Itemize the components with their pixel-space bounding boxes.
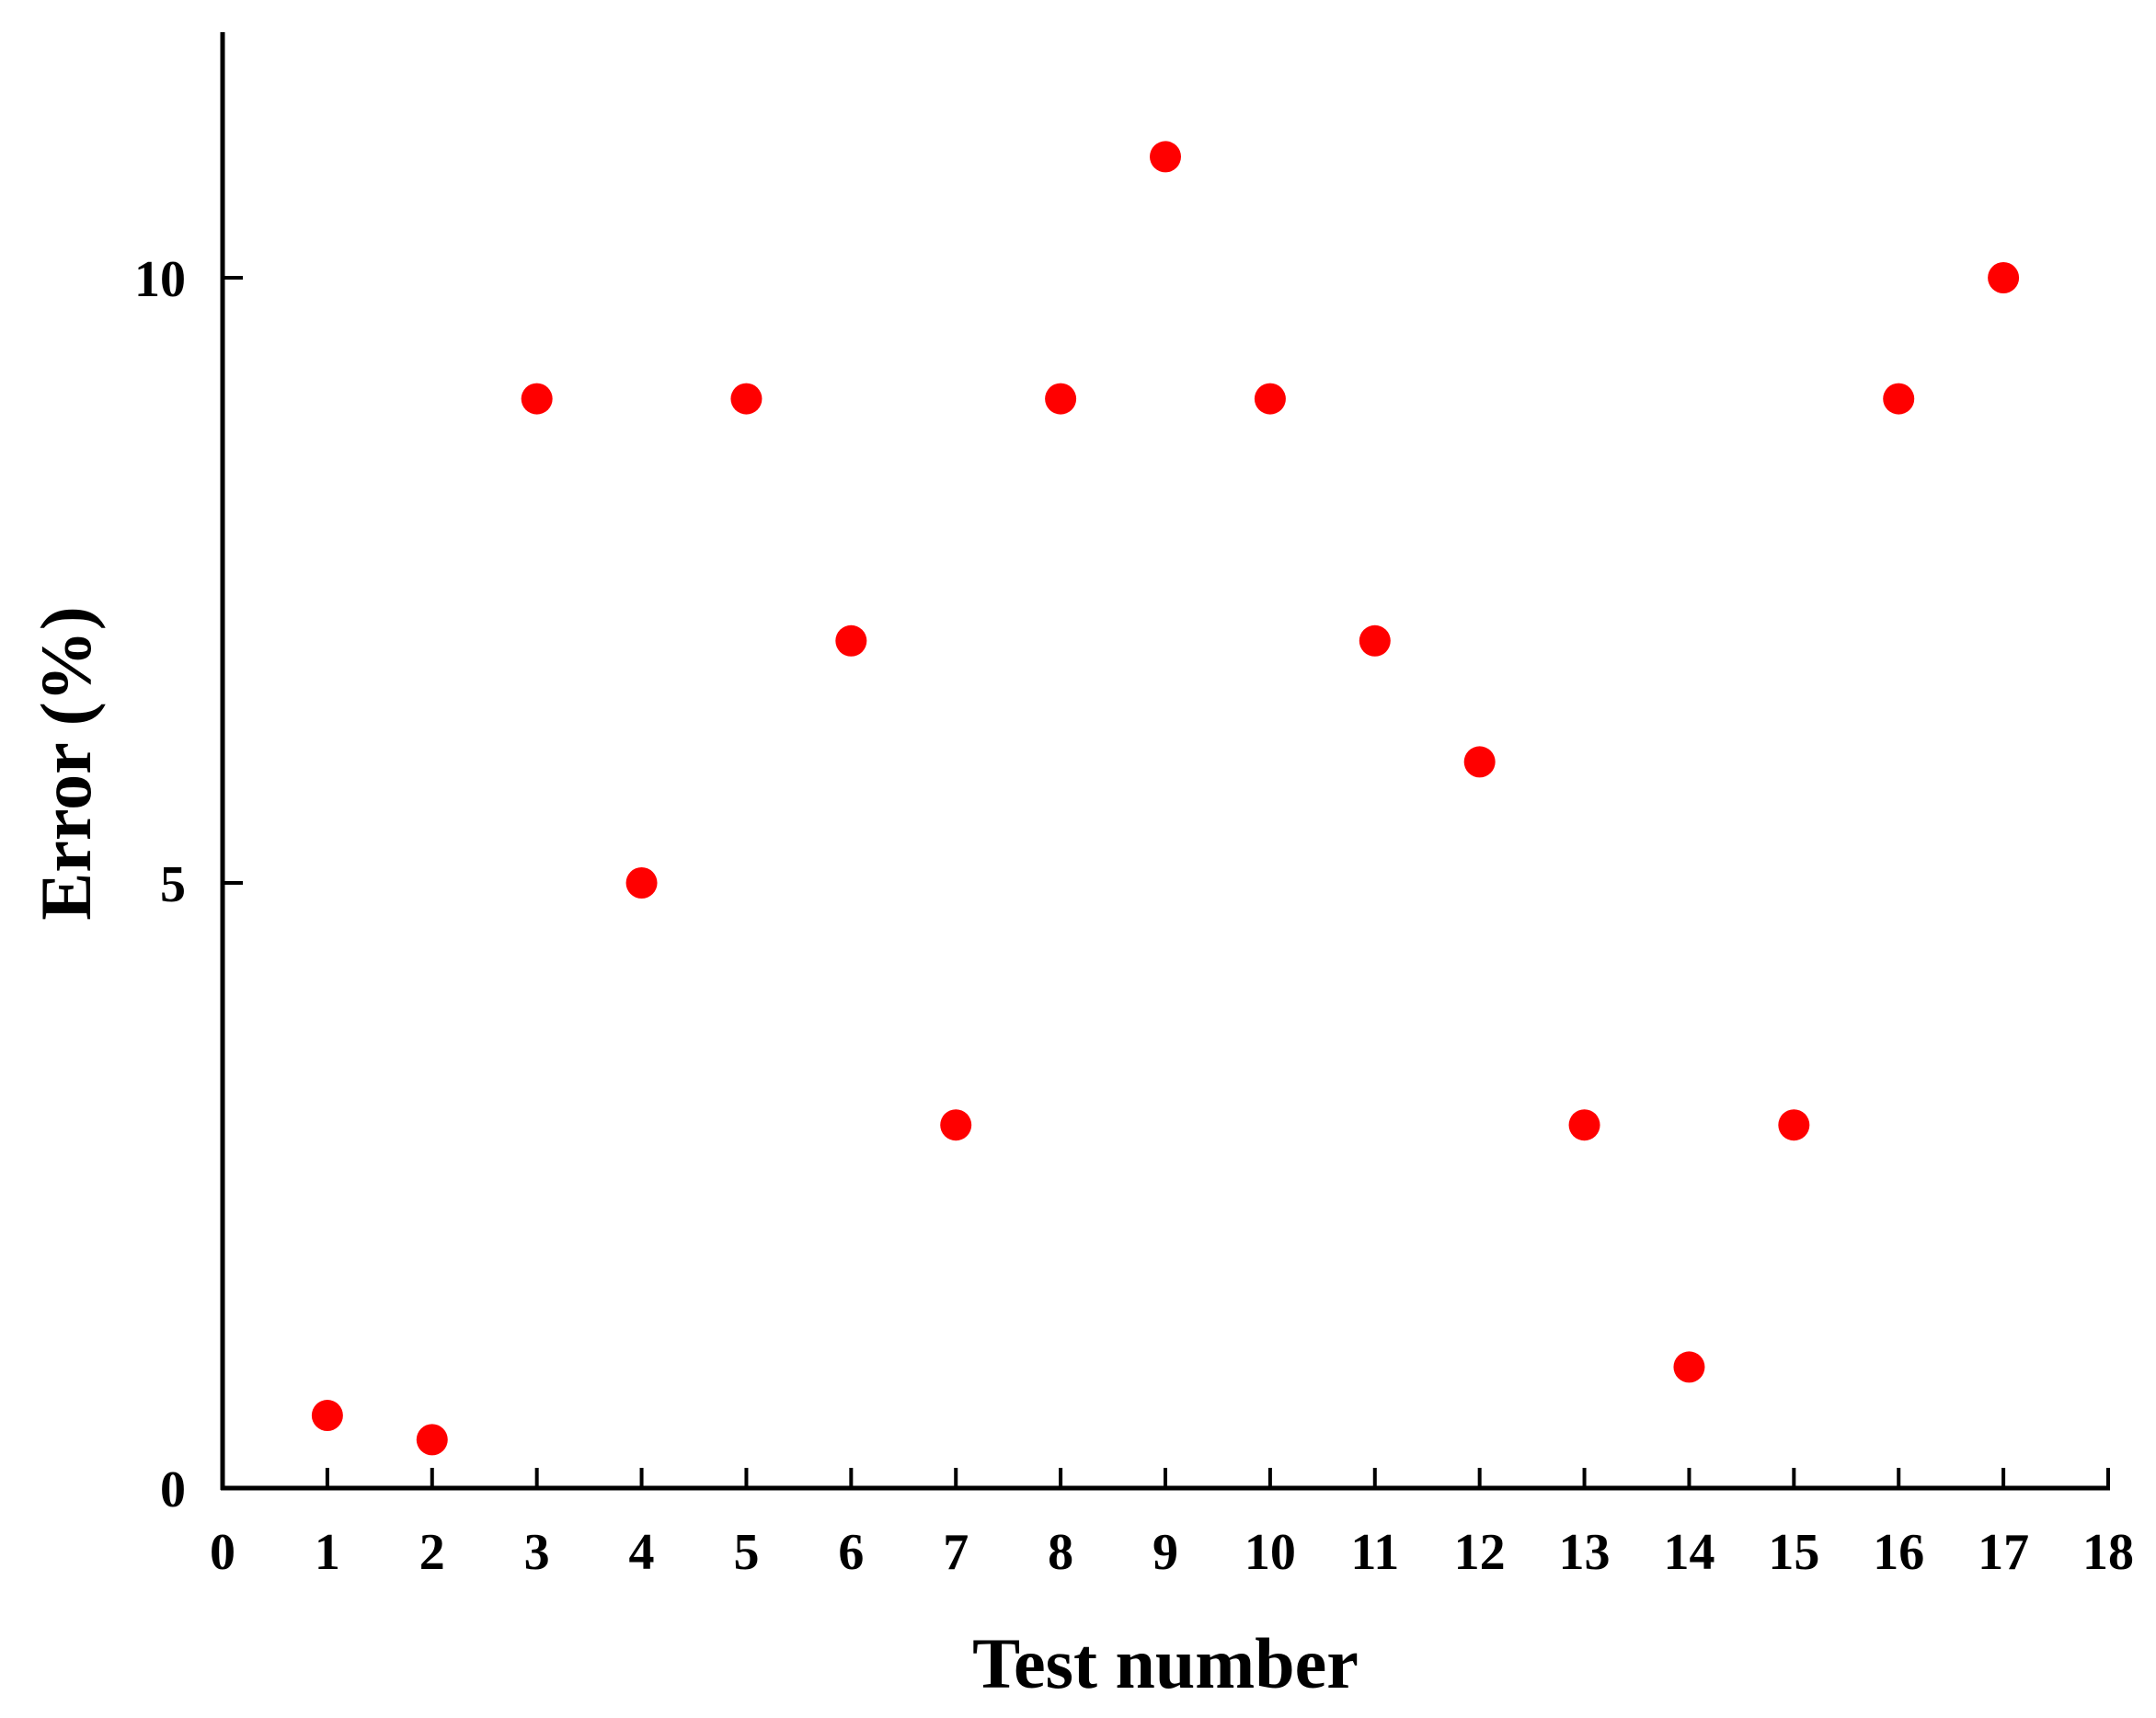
x-tick-label: 6 (838, 1524, 864, 1581)
data-point (1673, 1351, 1705, 1383)
x-tick-label: 3 (524, 1524, 550, 1581)
x-tick-label: 2 (419, 1524, 445, 1581)
x-tick-label: 13 (1559, 1524, 1611, 1581)
data-point (1883, 383, 1915, 415)
x-tick-label: 12 (1454, 1524, 1506, 1581)
y-axis-title: Error (%) (26, 606, 106, 921)
x-tick-label: 11 (1350, 1524, 1399, 1581)
x-tick-label: 14 (1663, 1524, 1714, 1581)
y-tick-label: 5 (160, 856, 186, 913)
data-point (1568, 1109, 1600, 1141)
data-point (521, 383, 553, 415)
x-axis-title: Test number (972, 1623, 1359, 1703)
x-tick-label: 8 (1048, 1524, 1073, 1581)
data-point (1988, 262, 2020, 293)
data-point (1045, 383, 1077, 415)
data-point (835, 624, 867, 657)
data-point (1150, 141, 1181, 173)
axes (220, 32, 2110, 1491)
data-point (416, 1424, 448, 1456)
data-point (625, 867, 658, 899)
x-tick-label: 5 (733, 1524, 759, 1581)
data-point (311, 1400, 343, 1432)
x-tick-label: 16 (1873, 1524, 1924, 1581)
x-tick-label: 15 (1768, 1524, 1819, 1581)
data-point (1463, 746, 1496, 778)
data-point (1778, 1109, 1810, 1141)
x-tick-label: 7 (943, 1524, 969, 1581)
data-point (1359, 624, 1391, 657)
x-tick-label: 1 (315, 1524, 340, 1581)
x-tick-label: 18 (2082, 1524, 2134, 1581)
data-point (940, 1109, 972, 1141)
x-axis-ticks: 0 1 2 3 4 5 6 7 8 9 10 11 12 13 14 15 16 17 18 (210, 1468, 2134, 1581)
x-tick-label: 4 (629, 1524, 655, 1581)
x-tick-label: 0 (210, 1524, 235, 1581)
y-tick-label: 0 (160, 1461, 186, 1518)
x-tick-label: 9 (1153, 1524, 1178, 1581)
x-tick-label: 10 (1244, 1524, 1296, 1581)
x-tick-label: 17 (1978, 1524, 2029, 1581)
y-tick-label: 10 (134, 251, 186, 308)
data-point (730, 383, 763, 415)
data-points (311, 141, 2020, 1456)
data-point (1254, 383, 1286, 415)
y-axis-ticks: 0 5 10 (134, 251, 243, 1518)
